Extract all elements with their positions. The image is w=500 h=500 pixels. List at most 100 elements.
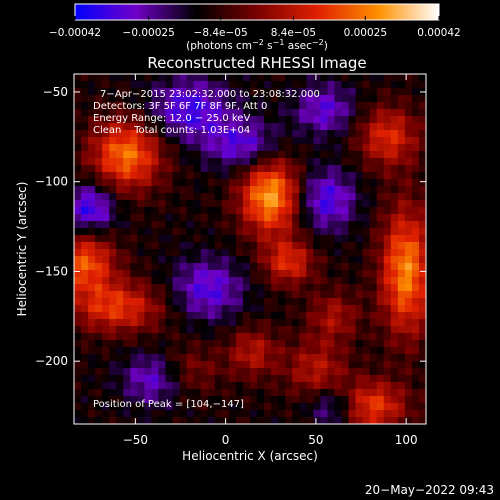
heatmap-cell [334, 382, 342, 390]
heatmap-cell [327, 382, 335, 390]
heatmap-cell [123, 186, 131, 194]
heatmap-cell [327, 242, 335, 250]
heatmap-cell [369, 396, 378, 404]
heatmap-cell [116, 270, 124, 278]
heatmap-cell [376, 312, 385, 320]
heatmap-cell [264, 144, 272, 152]
heatmap-cell [278, 81, 286, 89]
y-tick-label: −200 [35, 354, 68, 368]
heatmap-cell [179, 74, 188, 82]
heatmap-cell [411, 256, 420, 264]
heatmap-cell [313, 158, 321, 166]
heatmap-cell [235, 340, 244, 348]
heatmap-cell [250, 116, 258, 124]
heatmap-cell [285, 144, 293, 152]
heatmap-cell [383, 403, 392, 411]
heatmap-cell [292, 417, 300, 425]
heatmap-cell [320, 116, 328, 124]
heatmap-cell [313, 333, 321, 341]
heatmap-cell [95, 186, 103, 194]
heatmap-cell [397, 361, 406, 369]
heatmap-cell [397, 249, 406, 257]
heatmap-cell [278, 333, 286, 341]
heatmap-cell [214, 151, 223, 159]
heatmap-cell [306, 165, 314, 173]
heatmap-cell [130, 172, 138, 180]
heatmap-cell [313, 109, 321, 117]
heatmap-cell [74, 186, 82, 194]
heatmap-cell [418, 291, 427, 299]
heatmap-cell [193, 123, 202, 131]
heatmap-cell [411, 389, 420, 397]
heatmap-cell [250, 214, 258, 222]
heatmap-cell [418, 102, 427, 110]
heatmap-cell [306, 158, 314, 166]
heatmap-cell [151, 158, 159, 166]
heatmap-cell [362, 284, 371, 292]
heatmap-cell [88, 242, 96, 250]
heatmap-cell [299, 74, 307, 82]
heatmap-cell [214, 144, 223, 152]
heatmap-cell [81, 263, 89, 271]
heatmap-cell [214, 305, 223, 313]
heatmap-cell [264, 403, 272, 411]
heatmap-cell [348, 270, 356, 278]
heatmap-cell [179, 221, 188, 229]
heatmap-cell [362, 298, 371, 306]
heatmap-cell [242, 326, 251, 334]
heatmap-cell [306, 242, 314, 250]
heatmap-cell [271, 242, 279, 250]
heatmap-cell [95, 361, 103, 369]
heatmap-cell [228, 368, 237, 376]
heatmap-cell [242, 340, 251, 348]
heatmap-cell [109, 354, 117, 362]
heatmap-cell [278, 312, 286, 320]
heatmap-cell [369, 95, 378, 103]
heatmap-cell [186, 116, 195, 124]
heatmap-cell [348, 403, 356, 411]
heatmap-cell [362, 165, 371, 173]
heatmap-cell [376, 249, 385, 257]
heatmap-cell [264, 207, 272, 215]
heatmap-cell [102, 354, 110, 362]
heatmap-cell [179, 88, 188, 96]
heatmap-cell [299, 340, 307, 348]
heatmap-cell [221, 109, 230, 117]
heatmap-cell [123, 298, 131, 306]
heatmap-cell [278, 130, 286, 138]
heatmap-cell [348, 277, 356, 285]
heatmap-cell [334, 123, 342, 131]
heatmap-cell [341, 200, 349, 208]
heatmap-cell [390, 207, 399, 215]
heatmap-cell [411, 347, 420, 355]
heatmap-cell [292, 179, 300, 187]
heatmap-cell [200, 109, 209, 117]
heatmap-cell [292, 284, 300, 292]
heatmap-cell [250, 368, 258, 376]
heatmap-cell [292, 172, 300, 180]
heatmap-cell [88, 284, 96, 292]
heatmap-cell [165, 347, 173, 355]
heatmap-cell [264, 81, 272, 89]
heatmap-cell [179, 410, 188, 418]
heatmap-cell [116, 144, 124, 152]
heatmap-cell [172, 312, 180, 320]
heatmap-cell [313, 284, 321, 292]
heatmap-cell [292, 186, 300, 194]
heatmap-cell [390, 340, 399, 348]
heatmap-cell [123, 249, 131, 257]
heatmap-cell [383, 102, 392, 110]
heatmap-cell [369, 228, 378, 236]
heatmap-cell [404, 249, 413, 257]
heatmap-cell [221, 130, 230, 138]
heatmap-cell [172, 382, 180, 390]
heatmap-cell [299, 263, 307, 271]
heatmap-cell [292, 109, 300, 117]
heatmap-cell [95, 130, 103, 138]
heatmap-cell [369, 137, 378, 145]
heatmap-cell [130, 186, 138, 194]
heatmap-cell [285, 193, 293, 201]
heatmap-cell [411, 144, 420, 152]
heatmap-cell [278, 270, 286, 278]
heatmap-cell [81, 354, 89, 362]
